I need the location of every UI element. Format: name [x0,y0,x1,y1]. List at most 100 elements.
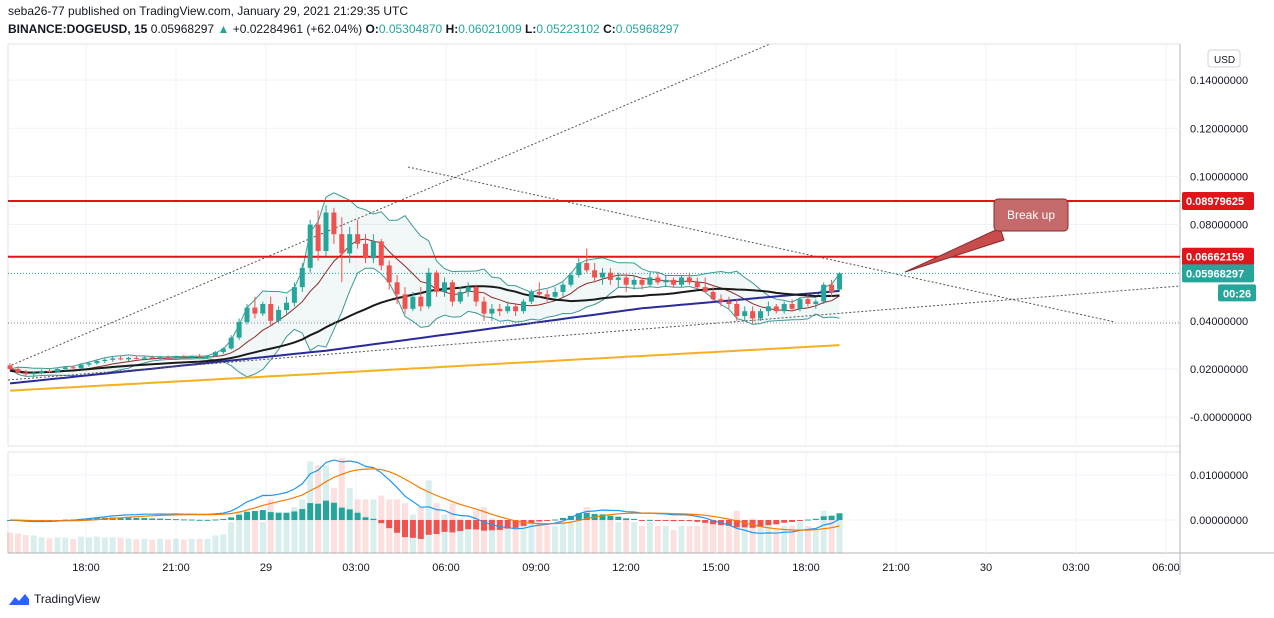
candle-body [584,263,590,271]
candle-body [686,277,692,283]
macd-histogram-bar [552,519,559,521]
candle-body [789,303,795,309]
candle-body [205,355,210,358]
candle-body [449,282,455,302]
macd-histogram-bar [496,520,503,530]
candle-body [378,241,384,266]
volume-bar [22,535,29,553]
time-tick-label: 29 [260,562,272,574]
candle-body [639,279,645,285]
time-tick-label: 06:00 [432,562,460,574]
volume-bar [220,534,227,553]
time-tick-label: 12:00 [612,562,640,574]
time-tick-label: 15:00 [702,562,730,574]
bollinger-basis-line [9,238,840,373]
tradingview-logo[interactable]: TradingView [8,592,100,606]
macd-histogram-bar [283,512,290,520]
macd-histogram-bar [749,520,756,528]
macd-histogram-bar [607,515,614,520]
macd-histogram-bar [702,520,709,523]
candle-body [576,263,582,276]
macd-histogram-bar [812,518,819,520]
volume-bar [623,518,630,553]
candle-body [781,303,787,312]
macd-histogram-bar [512,520,519,528]
candle-body [291,287,297,303]
volume-bar [62,537,69,553]
macd-histogram-bar [678,520,685,521]
candle-body [276,309,282,321]
volume-bar [228,522,235,553]
candle-body [710,291,716,300]
high-value: 0.06021009 [458,22,522,36]
candle-body [600,272,605,278]
volume-bar [346,488,353,553]
candle-body [647,277,653,285]
candle-body [86,363,92,365]
volume-bar [789,526,796,553]
candle-body [552,291,558,297]
volume-bar [670,529,677,553]
time-tick-label: 21:00 [882,562,910,574]
volume-bar [646,522,653,553]
volume-bar [504,526,511,553]
candle-body [110,358,116,360]
candle-body [347,234,353,254]
open-value: 0.05304870 [378,22,443,36]
macd-histogram-bar [528,520,535,524]
macd-histogram-bar [797,520,803,521]
macd-histogram-bar [394,520,401,533]
macd-histogram-bar [433,520,440,535]
candle-body [268,303,274,321]
candle-body [7,365,13,369]
volume-bar [820,510,827,553]
volume-bar [567,522,574,553]
volume-bar [725,526,732,553]
candle-body [94,361,100,364]
macd-histogram-bar [639,520,645,521]
volume-bar [157,538,164,553]
volume-bar [797,522,803,553]
candle-body [671,279,677,285]
time-tick-label: 21:00 [162,562,190,574]
volume-bar [338,458,345,553]
open-label: O: [365,22,379,36]
candle-body [394,282,400,295]
volume-bar [749,518,756,553]
ma-orange-line [9,344,840,392]
macd-histogram-bar [196,519,203,521]
time-tick-label: 18:00 [792,562,820,574]
candle-body [592,270,598,278]
volume-bar [591,514,598,553]
macd-histogram-bar [338,507,345,520]
volume-bar [133,539,140,553]
candle-body [426,272,432,307]
volume-bar [236,510,243,553]
volume-bar [54,537,61,553]
tradingview-logo-icon [9,594,29,605]
candle-body [655,277,661,283]
candle-body [489,308,495,314]
volume-bar [804,526,811,553]
candle-body [149,357,155,359]
volume-bar [488,518,495,553]
macd-histogram-bar [457,520,464,532]
macd-histogram-bar [172,519,179,521]
volume-bar [38,537,45,553]
candle-body [355,234,361,244]
callout-arrow [904,227,1005,273]
signal-line [9,468,840,531]
candle-body [141,357,147,359]
candle-body [813,301,819,304]
candle-body [54,368,60,372]
candle-body [623,277,629,285]
macd-histogram-bar [733,520,740,528]
candle-body [615,277,621,280]
volume-bar [101,537,108,553]
candle-body [513,306,519,312]
ma-black-line [9,285,840,374]
volume-bar [30,535,37,553]
volume-bar [125,538,132,553]
macd-histogram-bar [259,510,266,520]
